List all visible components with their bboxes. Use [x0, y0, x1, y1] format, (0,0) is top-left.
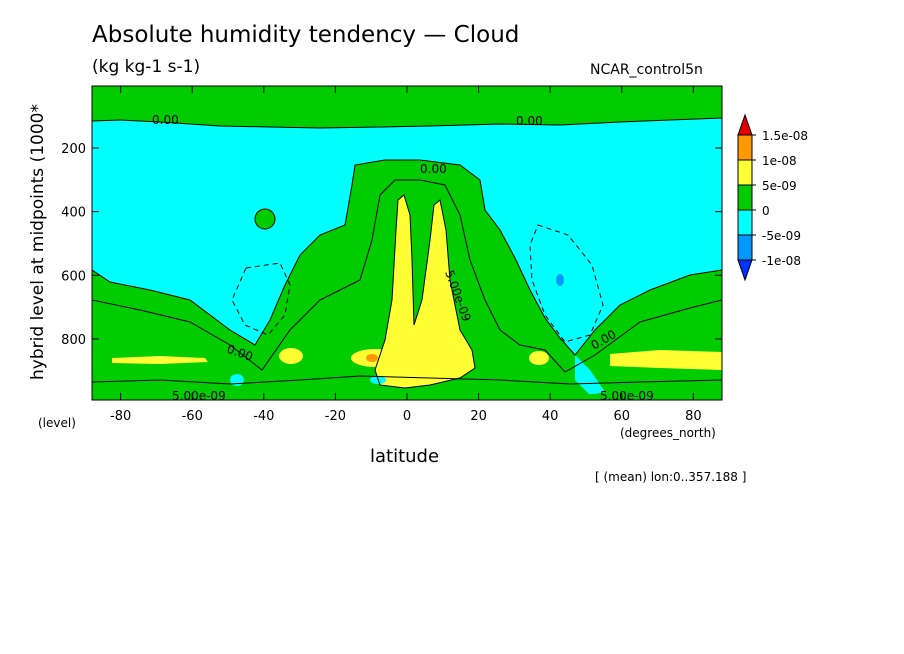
blue-spot-right [556, 274, 564, 286]
colorbar-label: -5e-09 [762, 229, 801, 243]
colorbar-label: -1e-08 [762, 254, 801, 268]
x-tick-label: -40 [253, 409, 274, 424]
yellow-blob-1 [279, 348, 303, 364]
x-tick-label: 40 [542, 409, 559, 424]
chart-title: Absolute humidity tendency — Cloud [92, 22, 520, 48]
colorbar-segment [737, 184, 753, 211]
yellow-core [375, 195, 475, 388]
contour-label: 5.00e-09 [172, 389, 226, 403]
positive-contour-inner [92, 179, 722, 373]
low-level-contour [92, 375, 722, 385]
contour-fields [92, 86, 722, 400]
x-tick-label: -80 [110, 409, 131, 424]
y-tick-label: 400 [61, 206, 86, 221]
negative-contour-left [231, 262, 291, 336]
colorbar-segment [737, 134, 753, 161]
colorbar-label: 5e-09 [762, 179, 797, 193]
x-axis-label: latitude [370, 446, 440, 467]
green-blob [255, 209, 275, 229]
y-axis-ticks: 200 400 600 800 [61, 142, 722, 348]
colorbar: 1.5e-08 1e-08 5e-09 0 -5e-09 -1e-08 [737, 113, 808, 282]
x-tick-label: 80 [685, 409, 702, 424]
x-tick-label: 20 [470, 409, 487, 424]
right-yellow-streak [610, 350, 722, 370]
averaging-note: [ (mean) lon:0..357.188 ] [595, 470, 747, 484]
contour-label: 0.00 [152, 113, 179, 127]
colorbar-segment [737, 209, 753, 236]
colorbar-label: 1.5e-08 [762, 129, 808, 143]
colorbar-bottom-arrow [737, 259, 753, 282]
contour-label: 5.00e-09 [600, 389, 654, 403]
yellow-core-outline [374, 194, 476, 389]
x-axis-unit: (degrees_north) [620, 426, 716, 440]
green-blob-outline [254, 208, 276, 230]
x-tick-label: -60 [182, 409, 203, 424]
x-axis-ticks: -80 -60 -40 -20 0 20 40 60 80 [110, 86, 702, 424]
contour-lines [92, 117, 722, 389]
chart-units: (kg kg-1 s-1) [92, 57, 201, 77]
left-yellow-streak [112, 356, 208, 364]
negative-contours [231, 224, 604, 343]
x-tick-label: 0 [403, 409, 411, 424]
contour-label: 0.00 [420, 162, 447, 176]
y-tick-label: 200 [61, 142, 86, 157]
zero-contour-lower [92, 159, 722, 356]
top-positive-band [92, 86, 722, 128]
yellow-blob-2 [529, 351, 549, 365]
colorbar-label: 0 [762, 204, 770, 218]
zero-contour-top [92, 117, 722, 129]
cyan-pocket-right [575, 355, 605, 395]
orange-spot [366, 354, 378, 362]
colorbar-segment [737, 159, 753, 186]
y-axis-unit: (level) [38, 416, 76, 430]
dataset-name: NCAR_control5n [590, 62, 703, 78]
negative-contour-right [529, 224, 604, 343]
colorbar-segment [737, 234, 753, 261]
x-tick-label: -20 [325, 409, 346, 424]
x-tick-label: 60 [613, 409, 630, 424]
contour-label: 0.00 [516, 114, 543, 128]
y-tick-label: 600 [61, 269, 86, 284]
y-tick-label: 800 [61, 333, 86, 348]
colorbar-top-arrow [737, 113, 753, 136]
colorbar-label: 1e-08 [762, 154, 797, 168]
